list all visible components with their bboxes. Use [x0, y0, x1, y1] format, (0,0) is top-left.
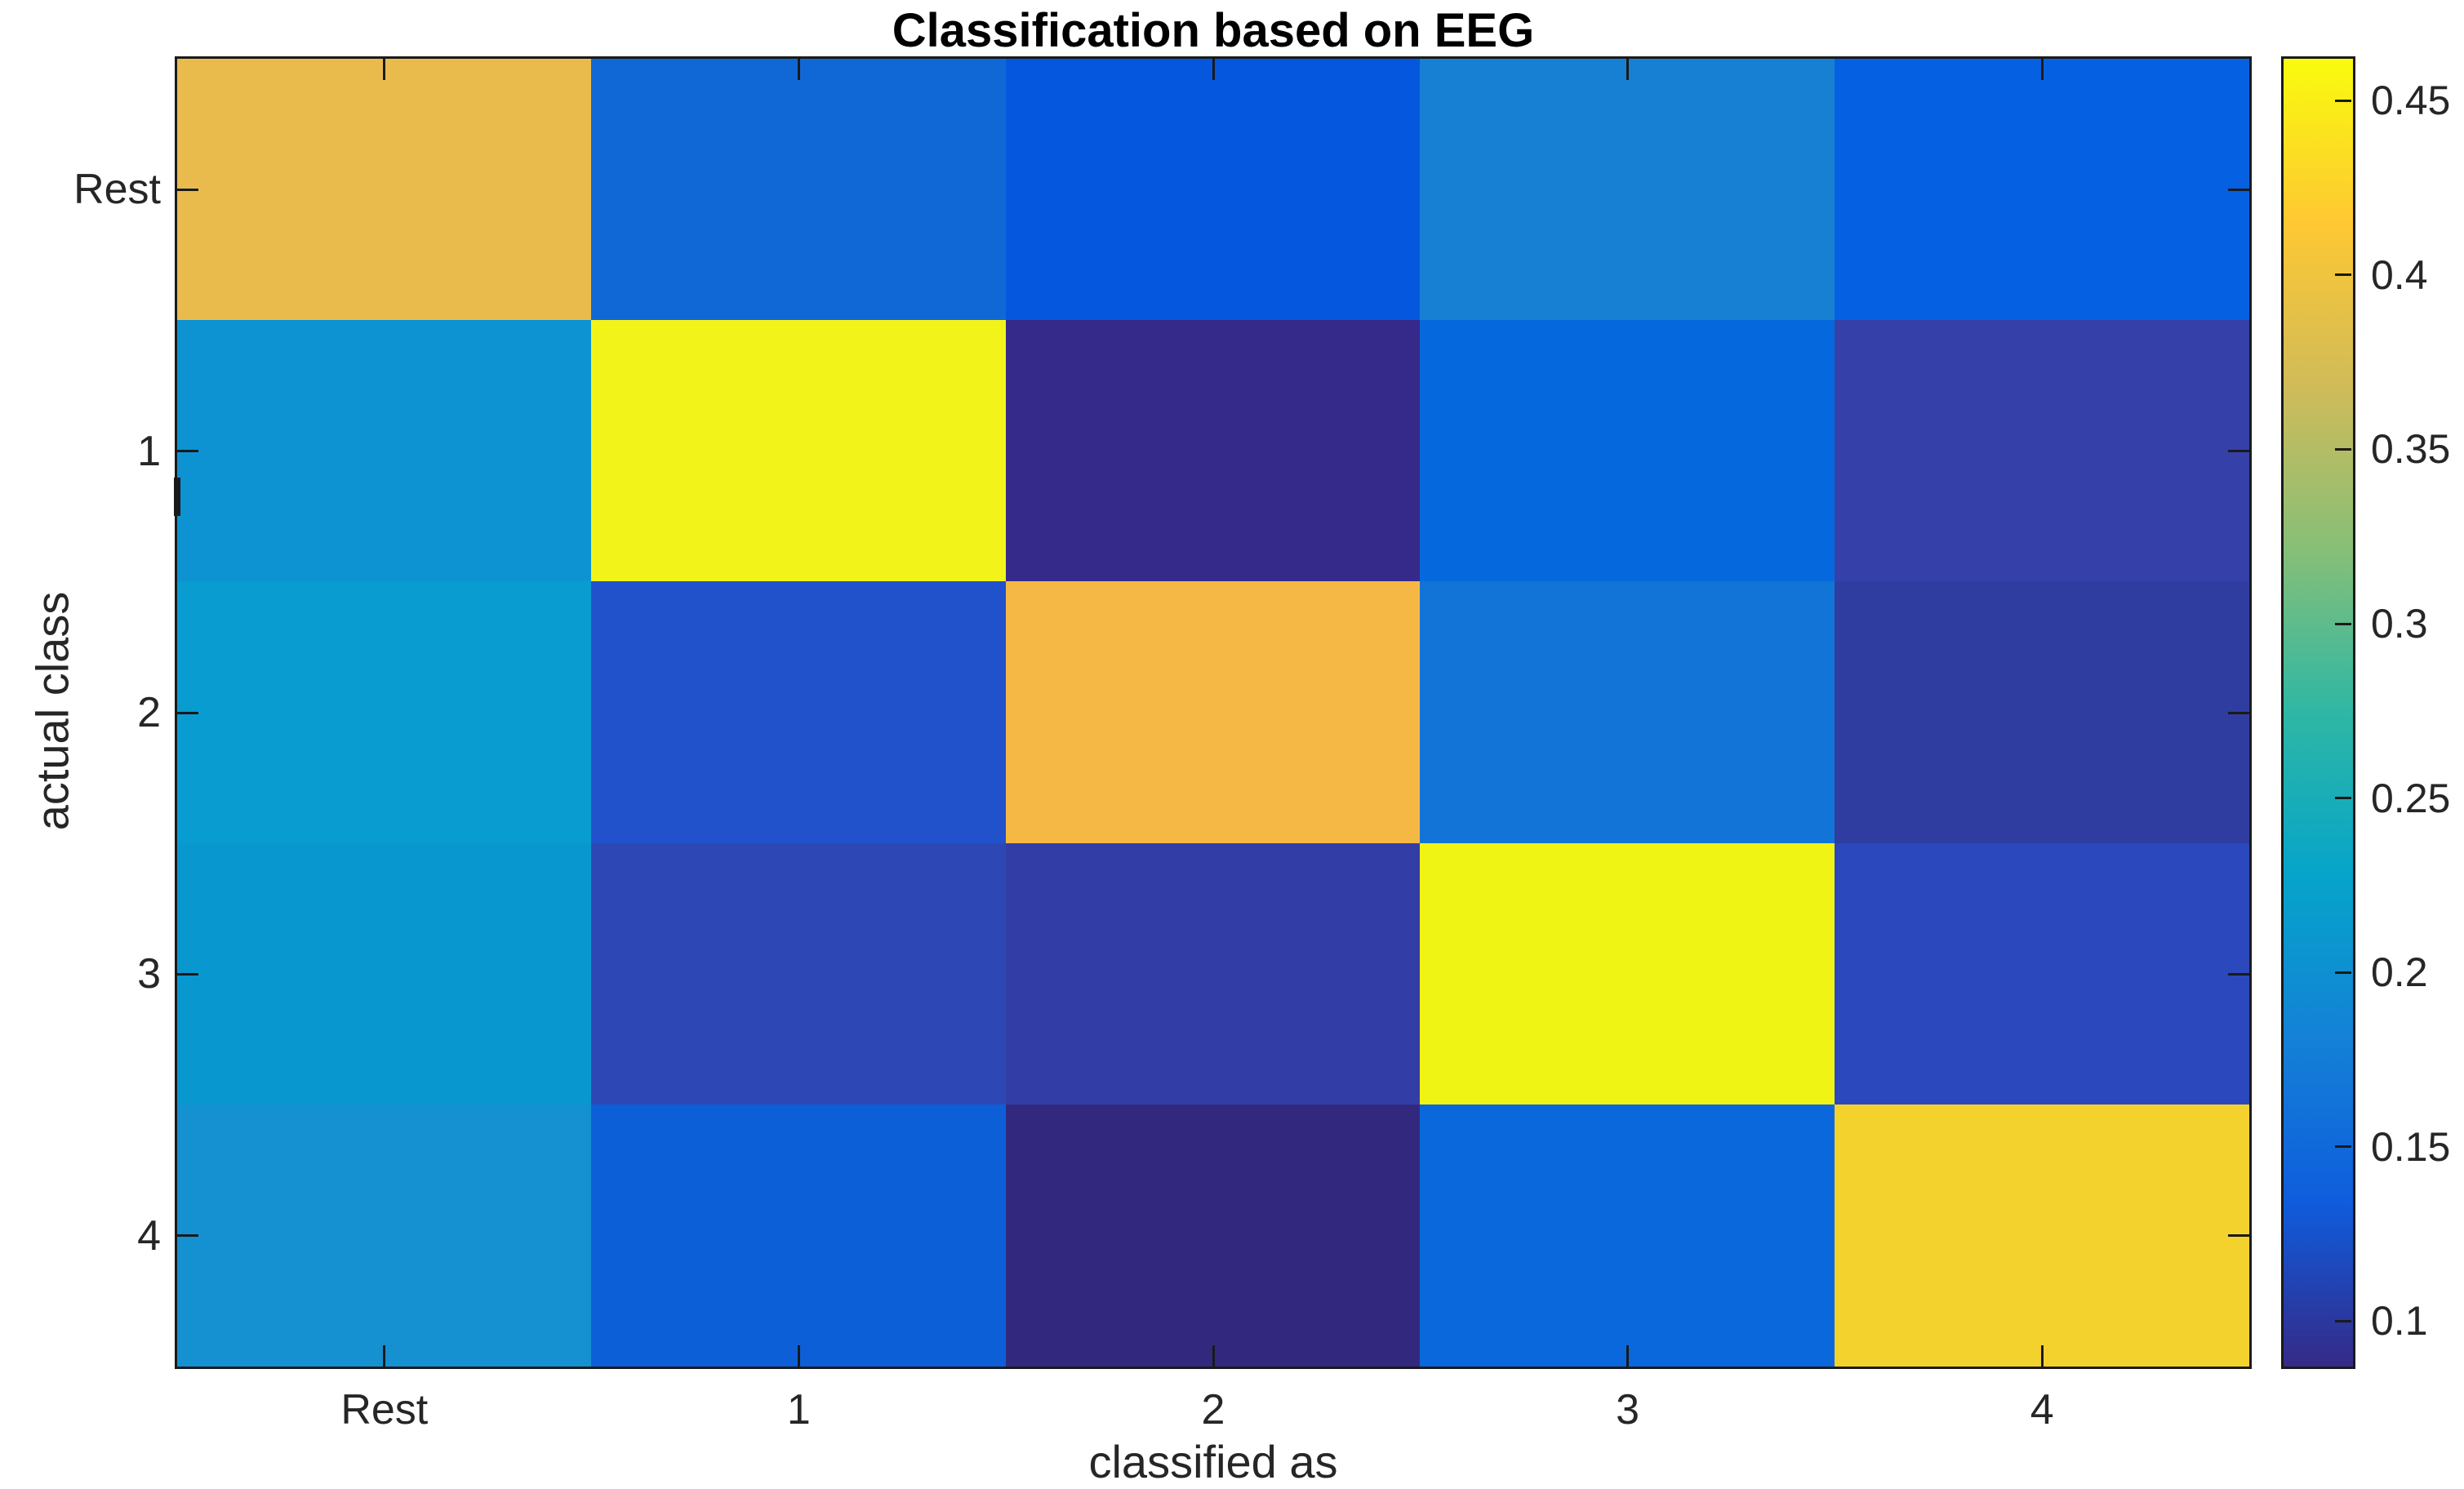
- x-tick-bottom: [2040, 1345, 2044, 1367]
- heatmap-cell: [591, 320, 1007, 583]
- x-tick-bottom: [1626, 1345, 1630, 1367]
- colorbar-tick-label: 0.1: [2371, 1298, 2428, 1345]
- heatmap-plot: [177, 59, 2250, 1367]
- heatmap-cell: [1835, 1105, 2250, 1367]
- colorbar-tick-label: 0.4: [2371, 251, 2428, 298]
- x-tick-bottom: [383, 1345, 386, 1367]
- x-tick-top: [1626, 59, 1630, 80]
- colorbar-tick: [2335, 622, 2351, 625]
- heatmap-cell: [177, 320, 593, 583]
- heatmap-cell: [1835, 59, 2250, 322]
- y-tick-label: 3: [137, 950, 161, 998]
- colorbar: [2281, 56, 2355, 1369]
- chart-title: Classification based on EEG: [892, 4, 1535, 57]
- x-axis-label: classified as: [1088, 1436, 1338, 1487]
- heatmap-cell: [1835, 320, 2250, 583]
- x-tick-top: [1212, 59, 1215, 80]
- heatmap-cell: [177, 59, 593, 322]
- heatmap-cell: [177, 1105, 593, 1367]
- y-tick-left: [177, 711, 198, 714]
- heatmap-cell: [177, 843, 593, 1106]
- x-tick-label: 2: [1201, 1386, 1225, 1433]
- y-tick-label: Rest: [73, 166, 161, 214]
- colorbar-tick-label: 0.45: [2371, 78, 2451, 124]
- heatmap-cell: [591, 1105, 1007, 1367]
- x-tick-label: 3: [1616, 1386, 1640, 1433]
- heatmap-cell: [1835, 843, 2250, 1106]
- heatmap-cell: [591, 59, 1007, 322]
- y-tick-right: [2228, 188, 2249, 191]
- heatmap-cell: [1006, 59, 1421, 322]
- x-tick-label: Rest: [340, 1386, 429, 1433]
- x-tick-bottom: [797, 1345, 800, 1367]
- x-tick-label: 1: [786, 1386, 811, 1433]
- colorbar-tick-label: 0.35: [2371, 426, 2451, 473]
- y-tick-right: [2228, 1234, 2249, 1238]
- y-tick-left: [177, 1234, 198, 1238]
- y-tick-left: [177, 188, 198, 191]
- y-tick-left: [177, 972, 198, 976]
- x-tick-top: [383, 59, 386, 80]
- colorbar-tick-label: 0.3: [2371, 601, 2428, 647]
- colorbar-tick-label: 0.2: [2371, 949, 2428, 996]
- left-spine-artifact: [174, 478, 180, 516]
- y-tick-label: 2: [137, 689, 161, 736]
- colorbar-tick-label: 0.15: [2371, 1123, 2451, 1170]
- heatmap-cell: [1420, 59, 1835, 322]
- heatmap-cell: [1420, 320, 1835, 583]
- y-tick-right: [2228, 450, 2249, 453]
- heatmap-cell: [1835, 581, 2250, 844]
- heatmap-cell: [591, 581, 1007, 844]
- colorbar-tick-label: 0.25: [2371, 775, 2451, 821]
- x-tick-top: [2040, 59, 2044, 80]
- y-tick-right: [2228, 711, 2249, 714]
- colorbar-tick: [2335, 99, 2351, 102]
- y-tick-right: [2228, 972, 2249, 976]
- colorbar-tick: [2335, 971, 2351, 974]
- heatmap-cell: [1006, 1105, 1421, 1367]
- colorbar-tick: [2335, 797, 2351, 800]
- heatmap-cell: [1006, 843, 1421, 1106]
- heatmap-cell: [591, 843, 1007, 1106]
- heatmap-cell: [1420, 843, 1835, 1106]
- heatmap-cell: [1006, 320, 1421, 583]
- colorbar-tick: [2335, 447, 2351, 451]
- y-axis-label: actual class: [26, 591, 78, 831]
- colorbar-tick: [2335, 1145, 2351, 1149]
- x-tick-label: 4: [2030, 1386, 2054, 1433]
- y-tick-left: [177, 450, 198, 453]
- heatmap-cell: [1006, 581, 1421, 844]
- colorbar-tick: [2335, 1319, 2351, 1322]
- x-tick-bottom: [1212, 1345, 1215, 1367]
- y-tick-label: 1: [137, 427, 161, 475]
- heatmap-cell: [1420, 581, 1835, 844]
- y-tick-label: 4: [137, 1211, 161, 1260]
- x-tick-top: [797, 59, 800, 80]
- colorbar-tick: [2335, 273, 2351, 277]
- heatmap-cell: [1420, 1105, 1835, 1367]
- heatmap-cell: [177, 581, 593, 844]
